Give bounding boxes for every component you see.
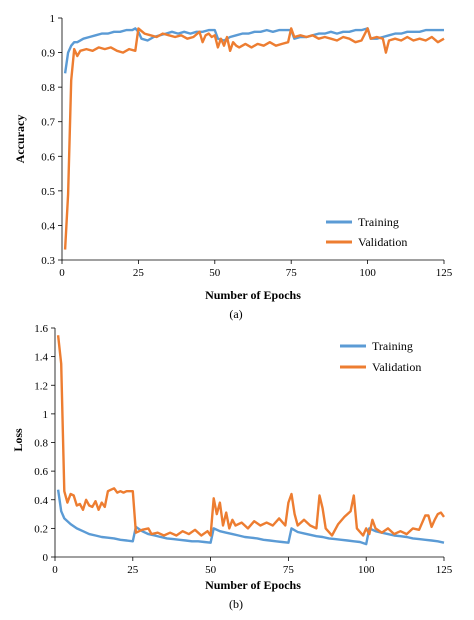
accuracy-x-tick-label: 0 bbox=[59, 267, 65, 279]
accuracy-y-tick-label: 0.5 bbox=[41, 186, 55, 198]
accuracy-legend-label-validation: Validation bbox=[358, 235, 407, 249]
loss-y-axis-title: Loss bbox=[11, 428, 25, 452]
accuracy-chart: Accuracy Number of Epochs (a) 0.3 0.4 0.5 0… bbox=[13, 13, 453, 321]
loss-x-tick-label: 100 bbox=[358, 564, 375, 576]
loss-series-training-line bbox=[56, 489, 445, 546]
loss-x-axis-title: Number of Epochs bbox=[205, 578, 301, 592]
loss-y-tick-label: 0.8 bbox=[34, 438, 48, 450]
accuracy-y-tick-label: 0.4 bbox=[41, 220, 55, 232]
accuracy-x-tick-label: 75 bbox=[286, 267, 298, 279]
loss-y-tick-label: 1.2 bbox=[34, 380, 48, 392]
accuracy-y-tick-label: 1 bbox=[50, 13, 56, 25]
accuracy-x-tick-label: 25 bbox=[133, 267, 145, 279]
accuracy-y-tick-label: 0.8 bbox=[41, 82, 55, 94]
loss-panel-label: (b) bbox=[229, 597, 243, 611]
accuracy-x-tick-label: 100 bbox=[359, 267, 376, 279]
loss-x-tick-label: 0 bbox=[52, 564, 58, 576]
accuracy-x-axis-title: Number of Epochs bbox=[205, 288, 301, 302]
accuracy-y-tick-label: 0.7 bbox=[41, 117, 55, 129]
loss-y-tick-label: 0.6 bbox=[34, 466, 48, 478]
loss-legend-label-training: Training bbox=[372, 339, 413, 353]
loss-y-tick-label: 1.4 bbox=[34, 352, 48, 364]
accuracy-y-tick-label: 0.6 bbox=[41, 151, 55, 163]
loss-y-tick-label: 0 bbox=[43, 552, 49, 564]
loss-y-tick-label: 0.2 bbox=[34, 523, 48, 535]
loss-x-tick-label: 50 bbox=[205, 564, 217, 576]
accuracy-y-axis-title: Accuracy bbox=[13, 115, 27, 164]
loss-legend-label-validation: Validation bbox=[372, 360, 421, 374]
accuracy-series-training-line bbox=[63, 27, 444, 74]
loss-x-tick-label: 25 bbox=[127, 564, 139, 576]
accuracy-x-tick-label: 50 bbox=[209, 267, 221, 279]
loss-series-validation-line bbox=[56, 335, 445, 537]
accuracy-series-validation-line bbox=[63, 27, 445, 250]
loss-x-tick-label: 75 bbox=[283, 564, 295, 576]
loss-chart: Loss Number of Epochs (b) 0 0.2 0.4 0.6 0.8 1… bbox=[11, 323, 453, 611]
accuracy-y-tick-label: 0.3 bbox=[41, 255, 55, 267]
accuracy-y-tick-label: 0.9 bbox=[41, 48, 55, 60]
loss-x-tick-label: 125 bbox=[436, 564, 453, 576]
accuracy-legend-label-training: Training bbox=[358, 215, 399, 229]
accuracy-panel-label: (a) bbox=[229, 307, 242, 321]
accuracy-x-tick-label: 125 bbox=[436, 267, 453, 279]
loss-y-tick-label: 0.4 bbox=[34, 495, 48, 507]
loss-y-tick-label: 1.6 bbox=[34, 323, 48, 335]
loss-y-tick-label: 1 bbox=[43, 409, 49, 421]
